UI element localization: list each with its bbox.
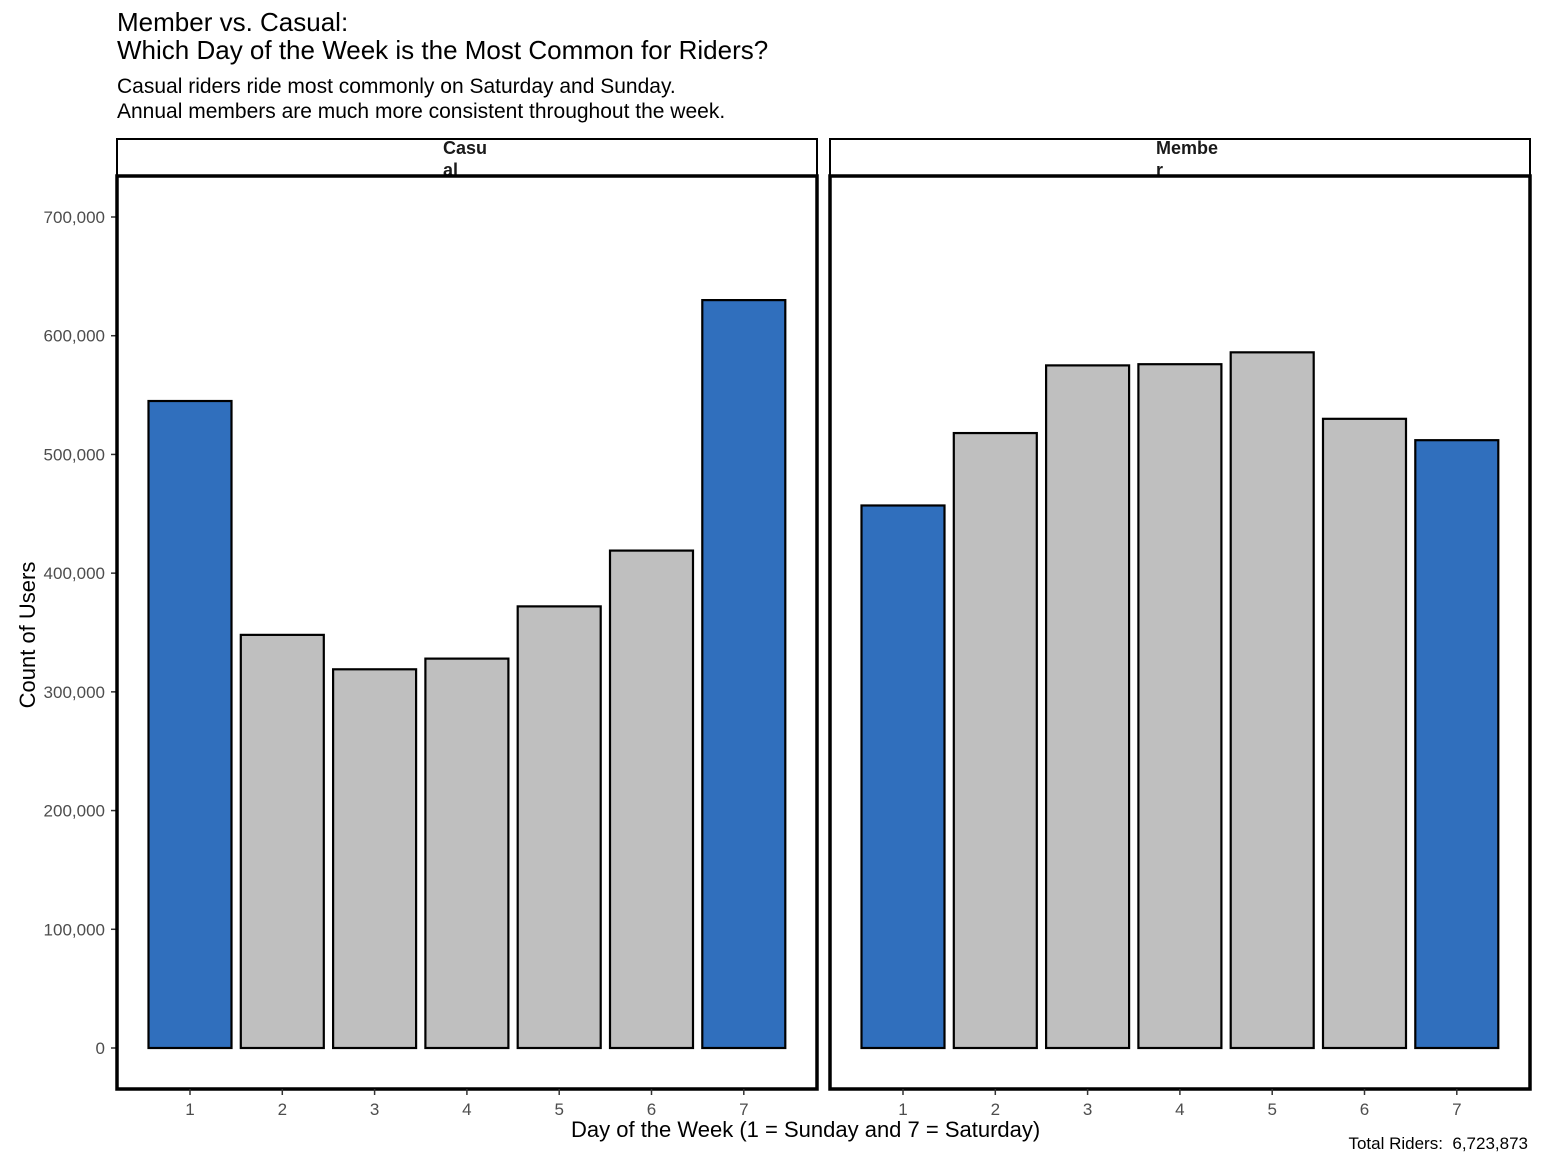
chart-title-line-1: Member vs. Casual:: [117, 7, 349, 37]
x-tick-label: 5: [554, 1100, 563, 1119]
bar-casual-day-3: [332, 668, 418, 1050]
facet-strip-label-casual-line-1: Casu: [443, 138, 487, 158]
bar-member-day-7: [1414, 439, 1500, 1050]
bar-casual-day-1: [147, 399, 233, 1050]
total-riders-caption: Total Riders: 6,723,873: [1348, 1134, 1528, 1153]
y-tick-label: 700,000: [44, 208, 105, 227]
chart-subtitle-line-2: Annual members are much more consistent …: [117, 100, 726, 123]
bar-member-day-2: [952, 431, 1038, 1050]
y-tick-label: 300,000: [44, 683, 105, 702]
y-tick-label: 0: [96, 1039, 105, 1058]
y-axis-label: Count of Users: [15, 561, 40, 709]
bar-member-day-3: [1044, 364, 1131, 1050]
bar-member-day-6: [1321, 417, 1408, 1050]
bar-member-day-1: [860, 504, 946, 1050]
y-tick-label: 200,000: [44, 802, 105, 821]
bar-casual-day-4: [424, 657, 510, 1050]
x-tick-label: 2: [991, 1100, 1000, 1119]
x-tick-label: 5: [1267, 1100, 1276, 1119]
x-tick-label: 1: [185, 1100, 194, 1119]
chart-title-line-2: Which Day of the Week is the Most Common…: [117, 35, 769, 65]
chart-title: Member vs. Casual: Which Day of the Week …: [117, 8, 768, 64]
bar-casual-day-6: [608, 549, 695, 1050]
x-tick-label: 1: [898, 1100, 907, 1119]
x-tick-label: 4: [1175, 1100, 1184, 1119]
chart-subtitle: Casual riders ride most commonly on Satu…: [117, 74, 725, 124]
x-tick-label: 2: [278, 1100, 287, 1119]
x-tick-label: 3: [1083, 1100, 1092, 1119]
bar-casual-day-7: [701, 299, 787, 1050]
x-tick-label: 3: [370, 1100, 379, 1119]
bar-member-day-4: [1137, 363, 1223, 1050]
y-tick-label: 100,000: [44, 920, 105, 939]
bar-member-day-5: [1229, 351, 1315, 1050]
y-tick-label: 600,000: [44, 327, 105, 346]
x-tick-label: 6: [647, 1100, 656, 1119]
y-tick-label: 400,000: [44, 564, 105, 583]
facet-strip-casual: [116, 138, 818, 177]
x-tick-label: 7: [739, 1100, 748, 1119]
y-tick-label: 500,000: [44, 445, 105, 464]
facet-strip-member: [829, 138, 1531, 177]
bar-casual-day-2: [239, 633, 325, 1050]
x-tick-label: 6: [1360, 1100, 1369, 1119]
x-axis-label: Day of the Week (1 = Sunday and 7 = Satu…: [571, 1117, 1041, 1142]
facet-strip-label-member-line-2: r: [1156, 160, 1163, 180]
x-tick-label: 7: [1452, 1100, 1461, 1119]
bar-casual-day-5: [516, 605, 602, 1050]
facet-strip-label-member-line-1: Membe: [1156, 138, 1218, 158]
chart-subtitle-line-1: Casual riders ride most commonly on Satu…: [117, 75, 676, 98]
x-tick-label: 4: [462, 1100, 471, 1119]
